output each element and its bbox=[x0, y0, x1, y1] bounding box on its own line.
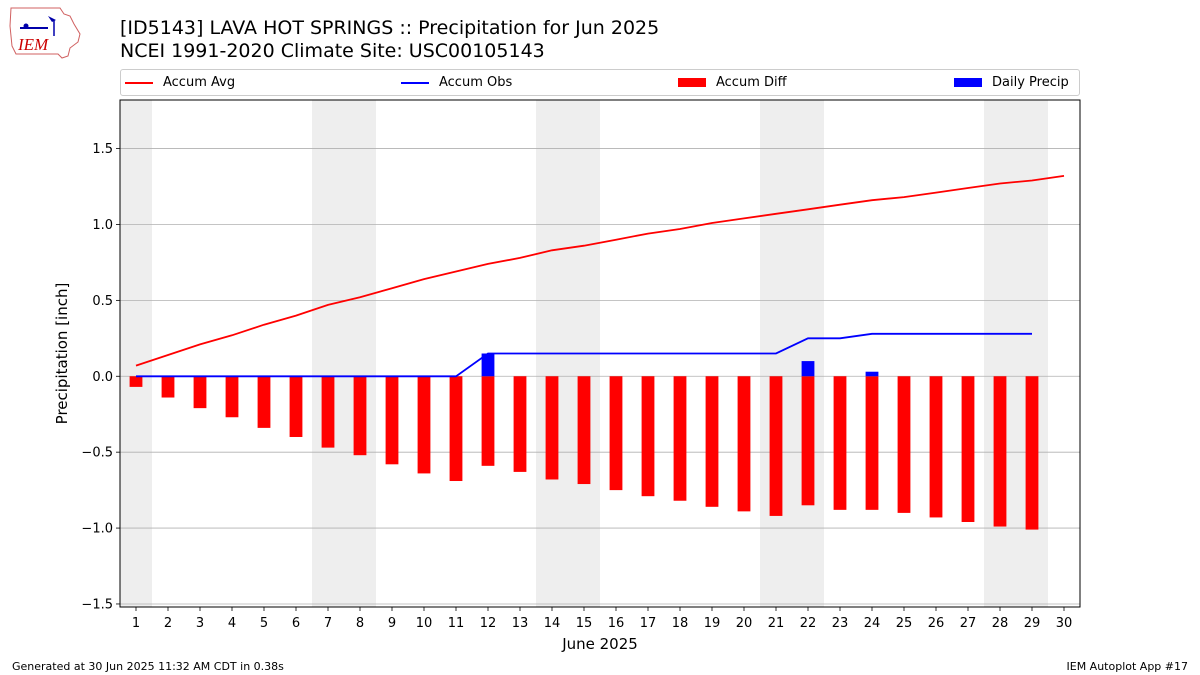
accum-diff-bar bbox=[193, 376, 207, 409]
accum-diff-bar bbox=[961, 376, 975, 522]
accum-obs-line bbox=[136, 332, 1032, 378]
legend-label-accum-avg: Accum Avg bbox=[163, 75, 236, 90]
accum-diff-bar bbox=[257, 376, 271, 428]
y-tick-label: −0.5 bbox=[81, 446, 113, 461]
x-tick-label: 3 bbox=[196, 616, 204, 631]
accum-diff-bar bbox=[737, 376, 751, 512]
legend-swatch-daily-precip bbox=[954, 78, 982, 87]
x-tick-label: 10 bbox=[416, 616, 433, 631]
accum-diff-bar bbox=[577, 376, 591, 485]
plot-frame bbox=[119, 99, 1081, 608]
footer-app-text: IEM Autoplot App #17 bbox=[1066, 660, 1189, 673]
x-tick-label: 9 bbox=[388, 616, 396, 631]
accum-diff-bar bbox=[129, 376, 143, 387]
accum-diff-bar bbox=[545, 376, 559, 480]
accum-diff-bar bbox=[353, 376, 367, 456]
accum-diff-bar bbox=[993, 376, 1007, 527]
legend-item-accum-avg: Accum Avg bbox=[125, 70, 235, 95]
legend-label-accum-obs: Accum Obs bbox=[439, 75, 513, 90]
legend-item-accum-diff: Accum Diff bbox=[678, 70, 787, 95]
x-tick-label: 23 bbox=[832, 616, 849, 631]
accum-diff-bar bbox=[897, 376, 911, 513]
y-tick-label: 1.5 bbox=[92, 142, 113, 157]
footer-generated-text: Generated at 30 Jun 2025 11:32 AM CDT in… bbox=[12, 660, 284, 673]
x-tick-label: 13 bbox=[512, 616, 529, 631]
accum-diff-bar bbox=[929, 376, 943, 518]
x-tick-label: 24 bbox=[864, 616, 881, 631]
accum-diff-bar bbox=[225, 376, 239, 418]
legend-label-accum-diff: Accum Diff bbox=[716, 75, 787, 90]
y-tick-label: 1.0 bbox=[92, 218, 113, 233]
y-tick-label: 0.5 bbox=[92, 294, 113, 309]
accum-diff-bar bbox=[321, 376, 335, 448]
iem-logo: IEM bbox=[9, 7, 81, 59]
x-tick-label: 20 bbox=[736, 616, 753, 631]
legend-label-daily-precip: Daily Precip bbox=[992, 75, 1069, 90]
x-tick-label: 19 bbox=[704, 616, 721, 631]
chart-subtitle: NCEI 1991-2020 Climate Site: USC00105143 bbox=[120, 40, 545, 62]
x-tick-label: 7 bbox=[324, 616, 332, 631]
accum-diff-bar bbox=[641, 376, 655, 497]
weekend-shading bbox=[536, 100, 600, 607]
legend: Accum Avg Accum Obs Accum Diff Daily Pre… bbox=[120, 69, 1080, 96]
daily-precip-bar bbox=[865, 371, 879, 377]
accum-diff-bar bbox=[1025, 376, 1039, 530]
accum-avg-line bbox=[135, 175, 1065, 367]
accum-diff-bar bbox=[417, 376, 431, 474]
x-tick-label: 28 bbox=[992, 616, 1009, 631]
accum-diff-bar bbox=[513, 376, 527, 472]
x-tick-label: 17 bbox=[640, 616, 657, 631]
logo-text: IEM bbox=[17, 35, 49, 54]
y-tick-label: −1.0 bbox=[81, 522, 113, 537]
weekend-shading bbox=[984, 100, 1048, 607]
accum-diff-bar bbox=[705, 376, 719, 507]
x-tick-label: 29 bbox=[1024, 616, 1041, 631]
y-axis-label: Precipitation [inch] bbox=[53, 283, 71, 425]
x-tick-label: 4 bbox=[228, 616, 236, 631]
x-tick-label: 2 bbox=[164, 616, 172, 631]
legend-item-daily-precip: Daily Precip bbox=[954, 70, 1069, 95]
legend-swatch-accum-obs bbox=[401, 81, 429, 84]
weekend-shading bbox=[760, 100, 824, 607]
legend-swatch-accum-diff bbox=[678, 78, 706, 87]
x-tick-label: 15 bbox=[576, 616, 593, 631]
y-tick-label: −1.5 bbox=[81, 597, 113, 612]
x-axis-label: June 2025 bbox=[561, 635, 638, 653]
x-tick-label: 5 bbox=[260, 616, 268, 631]
accum-diff-bar bbox=[801, 376, 815, 506]
accum-diff-bar bbox=[161, 376, 175, 398]
accum-diff-bar bbox=[449, 376, 463, 482]
accum-diff-bar bbox=[833, 376, 847, 510]
x-tick-label: 14 bbox=[544, 616, 561, 631]
x-tick-label: 11 bbox=[448, 616, 465, 631]
accum-diff-bar bbox=[769, 376, 783, 516]
x-tick-label: 6 bbox=[292, 616, 300, 631]
x-tick-label: 21 bbox=[768, 616, 785, 631]
y-tick-label: 0.0 bbox=[92, 370, 113, 385]
weekend-shading bbox=[120, 100, 152, 607]
accum-diff-bar bbox=[385, 376, 399, 465]
x-tick-label: 26 bbox=[928, 616, 945, 631]
x-tick-label: 8 bbox=[356, 616, 364, 631]
legend-item-accum-obs: Accum Obs bbox=[401, 70, 512, 95]
x-tick-label: 30 bbox=[1056, 616, 1073, 631]
chart-title: [ID5143] LAVA HOT SPRINGS :: Precipitati… bbox=[120, 17, 660, 39]
accum-diff-bar bbox=[609, 376, 623, 491]
x-tick-label: 1 bbox=[132, 616, 140, 631]
x-tick-label: 12 bbox=[480, 616, 497, 631]
accum-diff-bar bbox=[289, 376, 303, 437]
x-tick-label: 16 bbox=[608, 616, 625, 631]
weekend-shading bbox=[312, 100, 376, 607]
legend-swatch-accum-avg bbox=[125, 81, 153, 84]
accum-diff-bar bbox=[481, 376, 495, 466]
x-tick-label: 22 bbox=[800, 616, 817, 631]
x-tick-label: 25 bbox=[896, 616, 913, 631]
accum-diff-bar bbox=[865, 376, 879, 510]
x-tick-label: 18 bbox=[672, 616, 689, 631]
daily-precip-bar bbox=[801, 361, 815, 377]
accum-diff-bar bbox=[673, 376, 687, 501]
x-tick-label: 27 bbox=[960, 616, 977, 631]
daily-precip-bar bbox=[481, 353, 495, 377]
